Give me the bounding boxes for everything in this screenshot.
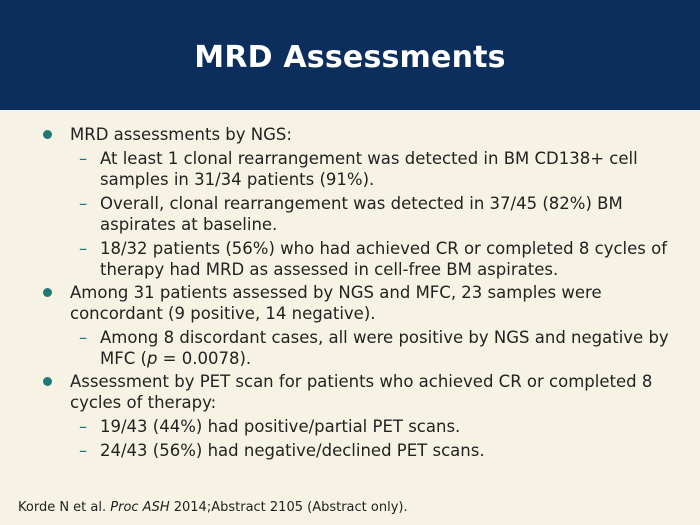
sub-bullet-text: Overall, clonal rearrangement was detect… (100, 194, 623, 234)
citation-journal: Proc ASH (110, 500, 170, 515)
bullet-item: Among 31 patients assessed by NGS and MF… (0, 282, 700, 324)
sub-bullet-item: – 19/43 (44%) had positive/partial PET s… (0, 416, 700, 437)
sub-bullet-text: 18/32 patients (56%) who had achieved CR… (100, 239, 668, 279)
bullet-text: MRD assessments by NGS: (70, 125, 292, 144)
sub-bullet-item: – Overall, clonal rearrangement was dete… (0, 193, 700, 235)
sub-bullet-text: 19/43 (44%) had positive/partial PET sca… (100, 417, 461, 436)
dash-icon: – (79, 328, 88, 347)
p-value-symbol: p (146, 349, 158, 368)
dash-icon: – (79, 194, 88, 213)
sub-bullet-item: – Among 8 discordant cases, all were pos… (0, 327, 700, 369)
slide-title: MRD Assessments (194, 39, 506, 75)
sub-bullet-text-post: = 0.0078). (157, 349, 252, 368)
bullet-item: MRD assessments by NGS: (0, 124, 700, 145)
bullet-text: Assessment by PET scan for patients who … (70, 372, 653, 412)
slide-content: MRD assessments by NGS: – At least 1 clo… (0, 124, 700, 463)
bullet-item: Assessment by PET scan for patients who … (0, 371, 700, 413)
dash-icon: – (79, 441, 88, 460)
dash-icon: – (79, 417, 88, 436)
dash-icon: – (79, 239, 88, 258)
sub-bullet-item: – 24/43 (56%) had negative/declined PET … (0, 440, 700, 461)
bullet-text: Among 31 patients assessed by NGS and MF… (70, 283, 602, 323)
bullet-dot-icon (43, 377, 52, 386)
sub-bullet-text-pre: Among 8 discordant cases, all were posit… (100, 328, 669, 368)
sub-bullet-item: – At least 1 clonal rearrangement was de… (0, 148, 700, 190)
bullet-dot-icon (43, 130, 52, 139)
citation: Korde N et al. Proc ASH 2014;Abstract 21… (18, 500, 408, 515)
sub-bullet-item: – 18/32 patients (56%) who had achieved … (0, 238, 700, 280)
dash-icon: – (79, 149, 88, 168)
citation-details: 2014;Abstract 2105 (Abstract only). (169, 500, 408, 515)
title-bar: MRD Assessments (0, 0, 700, 110)
citation-authors: Korde N et al. (18, 500, 111, 515)
bullet-dot-icon (43, 288, 52, 297)
sub-bullet-text: At least 1 clonal rearrangement was dete… (100, 149, 638, 189)
sub-bullet-text: 24/43 (56%) had negative/declined PET sc… (100, 441, 485, 460)
